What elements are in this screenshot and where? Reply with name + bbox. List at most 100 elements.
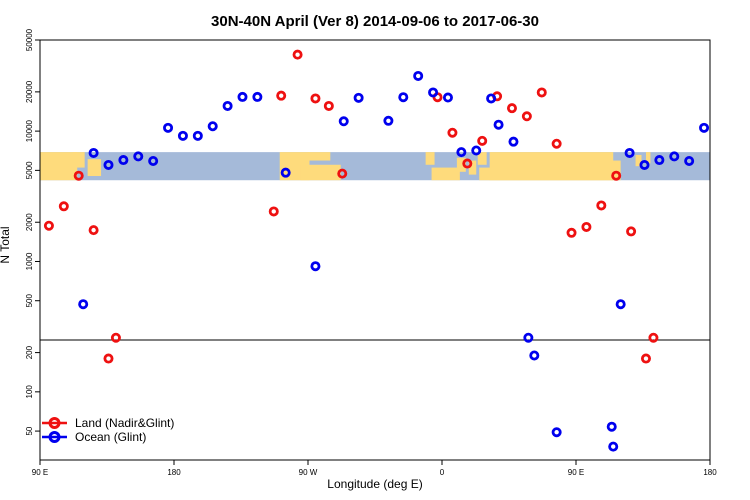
land-point — [648, 332, 659, 343]
land-point — [611, 170, 622, 181]
land-point — [276, 90, 287, 101]
land-point — [477, 135, 488, 146]
map-land — [635, 154, 642, 167]
map-land — [468, 160, 477, 175]
x-tick-label: 180 — [703, 468, 717, 477]
ocean-point — [654, 155, 665, 166]
land-point — [110, 332, 121, 343]
y-tick-label: 2000 — [25, 213, 34, 231]
map-land — [456, 157, 466, 172]
y-tick-label: 500 — [25, 294, 34, 308]
ocean-point — [442, 92, 453, 103]
x-tick-label: 180 — [167, 468, 181, 477]
data-points — [43, 49, 710, 452]
y-tick-label: 20000 — [25, 80, 34, 103]
ocean-point — [608, 441, 619, 452]
ocean-point — [471, 145, 482, 156]
y-tick-label: 5000 — [25, 161, 34, 179]
land-point — [103, 353, 114, 364]
land-point — [551, 138, 562, 149]
land-point — [58, 201, 69, 212]
land-point — [323, 100, 334, 111]
y-tick-label: 50 — [25, 426, 34, 435]
ocean-point — [699, 122, 710, 133]
land-point — [596, 200, 607, 211]
ocean-point — [383, 115, 394, 126]
land-point — [536, 87, 547, 98]
land-point — [581, 221, 592, 232]
ocean-point — [428, 87, 439, 98]
ocean-point — [551, 427, 562, 438]
ocean-point — [624, 147, 635, 158]
ocean-point — [606, 421, 617, 432]
map-land — [300, 164, 341, 181]
ocean-point — [486, 93, 497, 104]
map-land — [489, 152, 614, 181]
land-point — [43, 220, 54, 231]
ocean-point — [310, 261, 321, 272]
ocean-point — [222, 100, 233, 111]
ocean-point — [207, 121, 218, 132]
y-tick-label: 50000 — [25, 28, 34, 51]
x-tick-label: 90 W — [299, 468, 318, 477]
ocean-point — [413, 70, 424, 81]
map-land — [611, 160, 621, 181]
ocean-point — [192, 130, 203, 141]
y-tick-label: 200 — [25, 345, 34, 359]
ocean-point — [669, 151, 680, 162]
map-land — [87, 159, 102, 177]
ocean-point — [177, 130, 188, 141]
ocean-point — [508, 136, 519, 147]
y-axis: 50 100 200 500 1000 2000 5000 10000 20000 50000 — [25, 28, 40, 436]
ocean-point — [529, 350, 540, 361]
land-point — [640, 353, 651, 364]
ocean-point — [252, 91, 263, 102]
y-axis-label: N Total — [0, 226, 12, 263]
ocean-point — [398, 92, 409, 103]
land-point — [88, 225, 99, 236]
map-land — [477, 152, 487, 165]
legend-marker-ocean — [48, 431, 61, 443]
ocean-point — [523, 332, 534, 343]
y-tick-label: 1000 — [25, 252, 34, 270]
map-land — [72, 152, 85, 168]
ocean-point — [118, 155, 129, 166]
legend-label-land: Land (Nadir&Glint) — [75, 416, 174, 430]
x-tick-label: 0 — [440, 468, 445, 477]
map-land — [425, 152, 435, 165]
y-tick-label: 100 — [25, 385, 34, 399]
x-axis-label: Longitude (deg E) — [327, 477, 422, 491]
map-land — [308, 152, 331, 161]
legend: Land (Nadir&Glint) Ocean (Glint) — [42, 416, 174, 444]
ocean-point — [639, 159, 650, 170]
land-point — [566, 227, 577, 238]
map-land — [645, 152, 651, 164]
y-tick-label: 10000 — [25, 119, 34, 142]
legend-marker-land — [48, 417, 61, 429]
ocean-point — [684, 155, 695, 166]
land-point — [462, 158, 473, 169]
land-point — [447, 127, 458, 138]
ocean-point — [237, 91, 248, 102]
land-point — [506, 103, 517, 114]
land-point — [73, 170, 84, 181]
land-point — [292, 49, 303, 60]
land-point — [626, 226, 637, 237]
x-tick-label: 90 E — [32, 468, 48, 477]
land-point — [521, 111, 532, 122]
land-point — [268, 206, 279, 217]
ocean-point — [133, 151, 144, 162]
ocean-point — [88, 147, 99, 158]
ocean-point — [456, 147, 467, 158]
x-tick-label: 90 E — [568, 468, 584, 477]
ocean-point — [493, 119, 504, 130]
ocean-point — [148, 155, 159, 166]
ocean-point — [353, 92, 364, 103]
map-land — [431, 167, 460, 181]
land-point — [310, 93, 321, 104]
plot-frame — [39, 39, 711, 461]
map-land — [40, 152, 78, 181]
ocean-point — [338, 116, 349, 127]
ocean-point — [78, 299, 89, 310]
